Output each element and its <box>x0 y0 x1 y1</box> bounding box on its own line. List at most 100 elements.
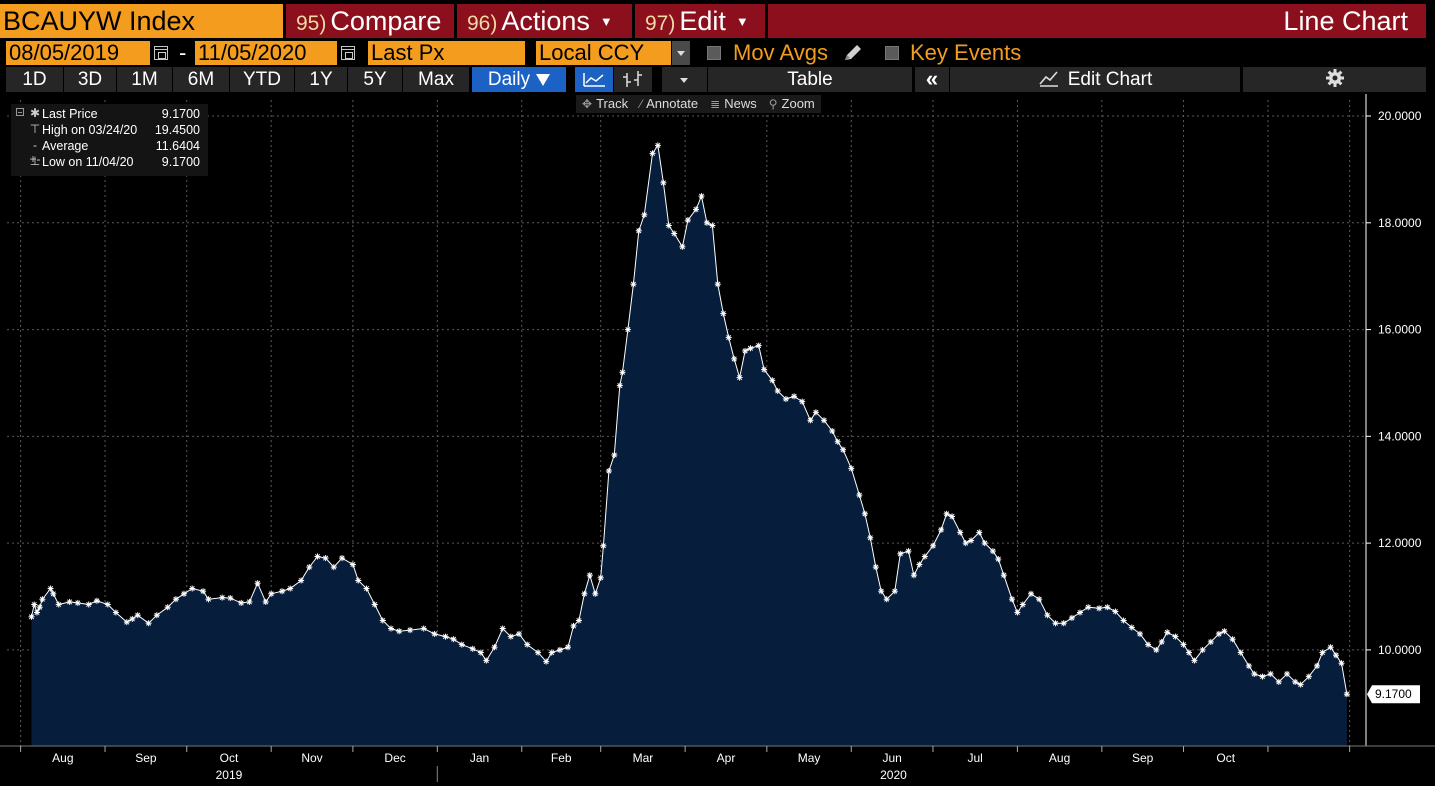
edit-button[interactable]: 97) Edit ▼ <box>635 4 765 38</box>
data-point-marker <box>703 219 710 226</box>
data-point-marker <box>112 609 119 616</box>
line-chart-icon <box>583 73 605 87</box>
data-point-marker <box>31 601 38 608</box>
data-point-marker <box>995 556 1002 563</box>
data-point-marker <box>200 588 207 595</box>
compare-button[interactable]: 95) Compare <box>286 4 454 38</box>
tool-news[interactable]: ≣ News <box>704 95 763 113</box>
legend-value: 19.4500 <box>154 123 200 137</box>
data-point-marker <box>238 599 245 606</box>
mov-avgs-checkbox[interactable] <box>707 46 721 60</box>
low-marker-icon: ⊥ <box>29 154 41 168</box>
bar-chart-type-button[interactable] <box>614 67 652 92</box>
data-point-marker <box>930 542 936 549</box>
price-field-select[interactable]: Last Px <box>368 41 525 65</box>
data-point-marker <box>989 548 996 555</box>
data-point-marker <box>905 548 912 555</box>
period-ytd-button[interactable]: YTD <box>230 67 294 92</box>
data-point-marker <box>1333 652 1339 659</box>
collapse-button[interactable]: « <box>915 67 949 92</box>
data-point-marker <box>227 595 234 602</box>
data-point-marker <box>1028 590 1034 597</box>
x-month-label: Apr <box>717 751 736 765</box>
x-year-label: 2019 <box>216 768 243 782</box>
tool-track[interactable]: ✥ Track <box>576 95 634 113</box>
frequency-select[interactable]: Daily <box>472 67 566 92</box>
data-point-marker <box>548 649 555 656</box>
calendar-icon[interactable] <box>341 46 355 60</box>
edit-chart-button[interactable]: Edit Chart <box>950 67 1240 92</box>
data-point-marker <box>420 625 427 632</box>
data-point-marker <box>363 585 370 592</box>
period-max-button[interactable]: Max <box>403 67 469 92</box>
end-date-input[interactable]: 11/05/2020 <box>195 41 337 65</box>
chevron-down-icon: ▼ <box>599 14 613 29</box>
data-point-marker <box>181 590 187 597</box>
start-date-input[interactable]: 08/05/2019 <box>6 41 150 65</box>
actions-number: 96) <box>467 12 498 35</box>
pencil-icon[interactable] <box>843 44 863 62</box>
actions-button[interactable]: 96) Actions ▼ <box>457 4 632 38</box>
data-point-marker <box>976 529 983 536</box>
last-value-tag: 9.1700 <box>1367 685 1420 704</box>
data-point-marker <box>624 326 631 333</box>
data-point-marker <box>371 601 378 608</box>
data-point-marker <box>28 613 35 620</box>
legend-label: Average <box>42 139 89 153</box>
currency-dropdown-arrow[interactable] <box>672 41 690 65</box>
legend-row-low: ⊥ Low on 11/04/20 9.1700 <box>11 154 208 170</box>
period-1d-button[interactable]: 1D <box>6 67 63 92</box>
settings-button[interactable] <box>1243 67 1426 92</box>
calendar-icon[interactable] <box>154 46 168 60</box>
period-5y-button[interactable]: 5Y <box>348 67 402 92</box>
key-events-checkbox[interactable] <box>885 46 899 60</box>
data-point-marker <box>679 243 686 250</box>
key-events-label[interactable]: Key Events <box>910 40 1022 65</box>
period-1m-button[interactable]: 1M <box>117 67 172 92</box>
data-point-marker <box>524 641 531 648</box>
data-point-marker <box>1128 624 1135 631</box>
period-3d-button[interactable]: 3D <box>64 67 116 92</box>
legend-row-last-price: ✱ Last Price 9.1700 <box>11 106 208 122</box>
data-point-marker <box>570 622 577 629</box>
mov-avgs-label[interactable]: Mov Avgs <box>733 40 828 65</box>
line-chart-type-button[interactable] <box>575 67 613 92</box>
data-point-marker <box>1052 620 1059 627</box>
data-point-marker <box>442 633 449 640</box>
price-area <box>31 145 1347 746</box>
data-point-marker <box>431 630 438 637</box>
ticker-field[interactable]: BCAUYW Index <box>0 4 283 38</box>
currency-select[interactable]: Local CCY <box>536 41 671 65</box>
data-point-marker <box>535 649 542 656</box>
data-point-marker <box>1229 636 1236 643</box>
page-title: Line Chart <box>768 4 1426 38</box>
data-point-marker <box>339 555 345 562</box>
table-button[interactable]: Table <box>708 67 912 92</box>
data-point-marker <box>93 597 100 604</box>
line-chart[interactable]: 20.0000 18.0000 16.0000 14.0000 12.0000 10.00… <box>0 94 1435 786</box>
data-point-marker <box>1145 641 1152 648</box>
data-point-marker <box>450 636 457 643</box>
data-point-marker <box>619 369 626 376</box>
data-point-marker <box>1077 609 1083 616</box>
data-point-marker <box>1158 638 1165 645</box>
data-point-marker <box>1292 678 1299 685</box>
tool-annotate[interactable]: ⁄ Annotate <box>634 95 704 113</box>
period-1y-button[interactable]: 1Y <box>295 67 347 92</box>
data-point-marker <box>968 537 975 544</box>
data-point-marker <box>55 601 62 608</box>
tool-zoom[interactable]: ⚲ Zoom <box>763 95 821 113</box>
period-6m-button[interactable]: 6M <box>173 67 229 92</box>
data-point-marker <box>782 396 789 402</box>
data-point-marker <box>1164 629 1171 636</box>
data-point-marker <box>684 217 691 224</box>
data-point-marker <box>262 598 269 605</box>
y-tick-label: 12.0000 <box>1378 536 1422 550</box>
ohlc-bar-icon <box>623 71 642 87</box>
legend-collapse-icon[interactable] <box>16 108 24 116</box>
chart-type-more-button[interactable] <box>662 67 707 92</box>
data-point-marker <box>66 598 73 605</box>
y-tick-label: 10.0000 <box>1378 643 1422 657</box>
data-point-marker <box>164 604 171 611</box>
data-point-marker <box>1036 596 1043 603</box>
